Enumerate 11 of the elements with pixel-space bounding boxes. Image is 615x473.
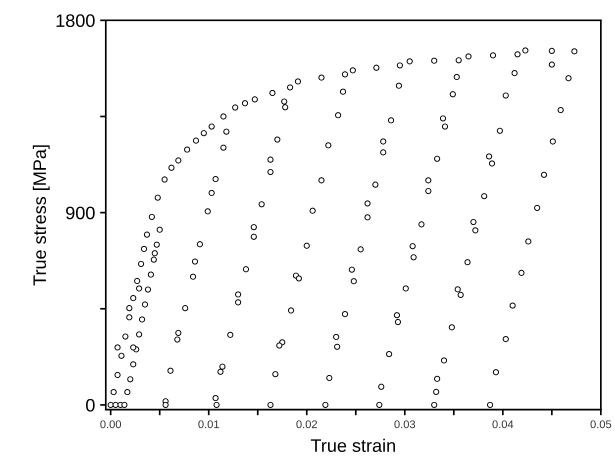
x-tick-label: 0.02 [296,420,318,428]
y-axis-title: True stress [MPa] [32,145,50,286]
y-tick-label: 0 [86,398,95,412]
y-tick-label: 900 [66,206,95,220]
y-tick-label: 1800 [56,14,95,28]
x-tick-label: 0.01 [198,420,219,428]
x-tick-label: 0.00 [100,420,122,428]
x-axis-title: True strain [310,438,395,452]
x-tick-label: 0.03 [394,420,416,428]
x-tick-label: 0.04 [492,420,514,428]
x-tick-label: 0.05 [590,420,612,428]
